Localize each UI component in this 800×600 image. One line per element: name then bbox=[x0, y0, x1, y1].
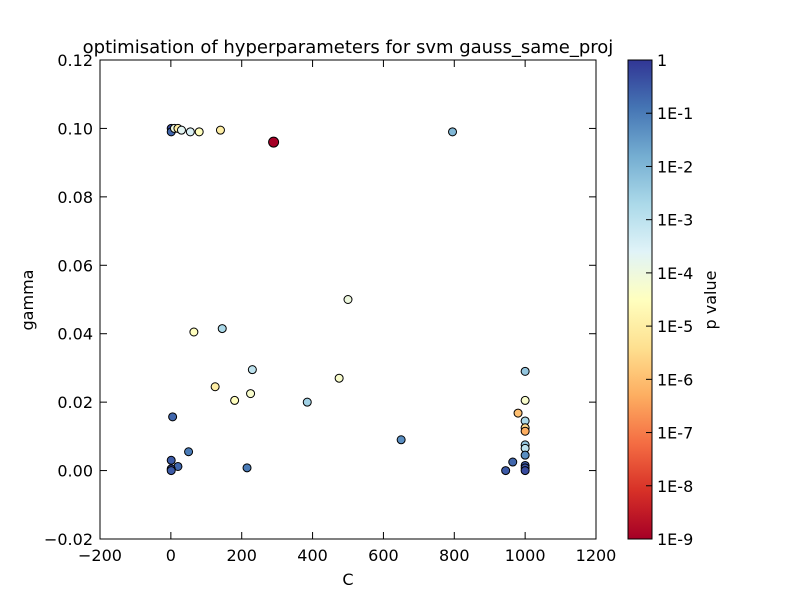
colorbar: 1E-9 1E-8 1E-7 1E-6 1E-5 1E-4 1E-3 1E-2 1E-1 1 p … bbox=[627, 51, 720, 549]
x-tick-label: 600 bbox=[368, 546, 399, 565]
colorbar-tick-label: 1E-6 bbox=[657, 370, 693, 389]
colorbar-tick-label: 1E-4 bbox=[657, 264, 693, 283]
scatter-point bbox=[520, 466, 530, 476]
colorbar-tick-label: 1 bbox=[657, 51, 667, 70]
colorbar-label: p value bbox=[701, 271, 720, 330]
chart-title: optimisation of hyperparameters for svm … bbox=[83, 37, 614, 58]
scatter-point bbox=[246, 389, 256, 399]
x-tick-label: −200 bbox=[78, 546, 122, 565]
colorbar-tick-label: 1E-5 bbox=[657, 317, 693, 336]
x-tick-label: 0 bbox=[166, 546, 176, 565]
scatter-point bbox=[247, 365, 257, 375]
scatter-points bbox=[166, 123, 530, 476]
colorbar-gradient bbox=[627, 59, 653, 540]
y-tick-label: 0.02 bbox=[57, 393, 93, 412]
colorbar-tick-label: 1E-9 bbox=[657, 530, 693, 549]
x-tick-label: 400 bbox=[297, 546, 328, 565]
y-tick-label: 0.08 bbox=[57, 188, 93, 207]
y-tick-label: 0.00 bbox=[57, 462, 93, 481]
scatter-point bbox=[242, 463, 252, 473]
y-tick-label: 0.10 bbox=[57, 119, 93, 138]
scatter-point bbox=[166, 455, 176, 465]
scatter-point bbox=[520, 395, 530, 405]
scatter-point bbox=[520, 426, 530, 436]
scatter-point bbox=[176, 125, 186, 135]
scatter-point bbox=[334, 373, 344, 383]
x-tick-label: 200 bbox=[226, 546, 257, 565]
scatter-point bbox=[194, 127, 204, 137]
scatter-point bbox=[501, 466, 511, 476]
scatter-point bbox=[185, 127, 195, 137]
y-axis-ticks: −0.02 0.00 0.02 0.04 0.06 0.08 0.10 0.12 bbox=[44, 51, 596, 549]
scatter-point bbox=[513, 408, 523, 418]
colorbar-ticks: 1E-9 1E-8 1E-7 1E-6 1E-5 1E-4 1E-3 1E-2 1E-1 1 bbox=[646, 51, 693, 549]
scatter-point bbox=[230, 395, 240, 405]
scatter-point bbox=[189, 327, 199, 337]
scatter-point bbox=[168, 412, 178, 422]
x-tick-label: 800 bbox=[439, 546, 470, 565]
scatter-point bbox=[184, 447, 194, 457]
y-tick-label: 0.04 bbox=[57, 325, 93, 344]
x-tick-label: 1200 bbox=[576, 546, 617, 565]
x-tick-label: 1000 bbox=[505, 546, 546, 565]
scatter-point bbox=[520, 366, 530, 376]
scatter-point bbox=[508, 457, 518, 467]
scatter-point bbox=[215, 125, 225, 135]
scatter-point bbox=[210, 382, 220, 392]
scatter-point bbox=[520, 450, 530, 460]
scatter-point bbox=[396, 435, 406, 445]
x-axis-label: C bbox=[342, 570, 353, 589]
x-axis-ticks: −200 0 200 400 600 800 1000 1200 bbox=[78, 60, 616, 565]
plot-area: −200 0 200 400 600 800 1000 1200 −0.02 0.00 0.02 0… bbox=[44, 51, 616, 565]
colorbar-tick-label: 1E-8 bbox=[657, 477, 693, 496]
scatter-point bbox=[166, 466, 176, 476]
y-tick-label: 0.12 bbox=[57, 51, 93, 70]
scatter-point bbox=[268, 136, 280, 148]
plot-border bbox=[99, 59, 597, 540]
y-tick-label: −0.02 bbox=[44, 530, 93, 549]
scatter-point bbox=[302, 397, 312, 407]
scatter-point bbox=[448, 127, 458, 137]
colorbar-tick-label: 1E-2 bbox=[657, 157, 693, 176]
colorbar-tick-label: 1E-7 bbox=[657, 424, 693, 443]
colorbar-tick-label: 1E-3 bbox=[657, 211, 693, 230]
scatter-point bbox=[217, 324, 227, 334]
y-axis-label: gamma bbox=[18, 270, 37, 331]
y-tick-label: 0.06 bbox=[57, 256, 93, 275]
scatter-point bbox=[343, 295, 353, 304]
colorbar-tick-label: 1E-1 bbox=[657, 104, 693, 123]
